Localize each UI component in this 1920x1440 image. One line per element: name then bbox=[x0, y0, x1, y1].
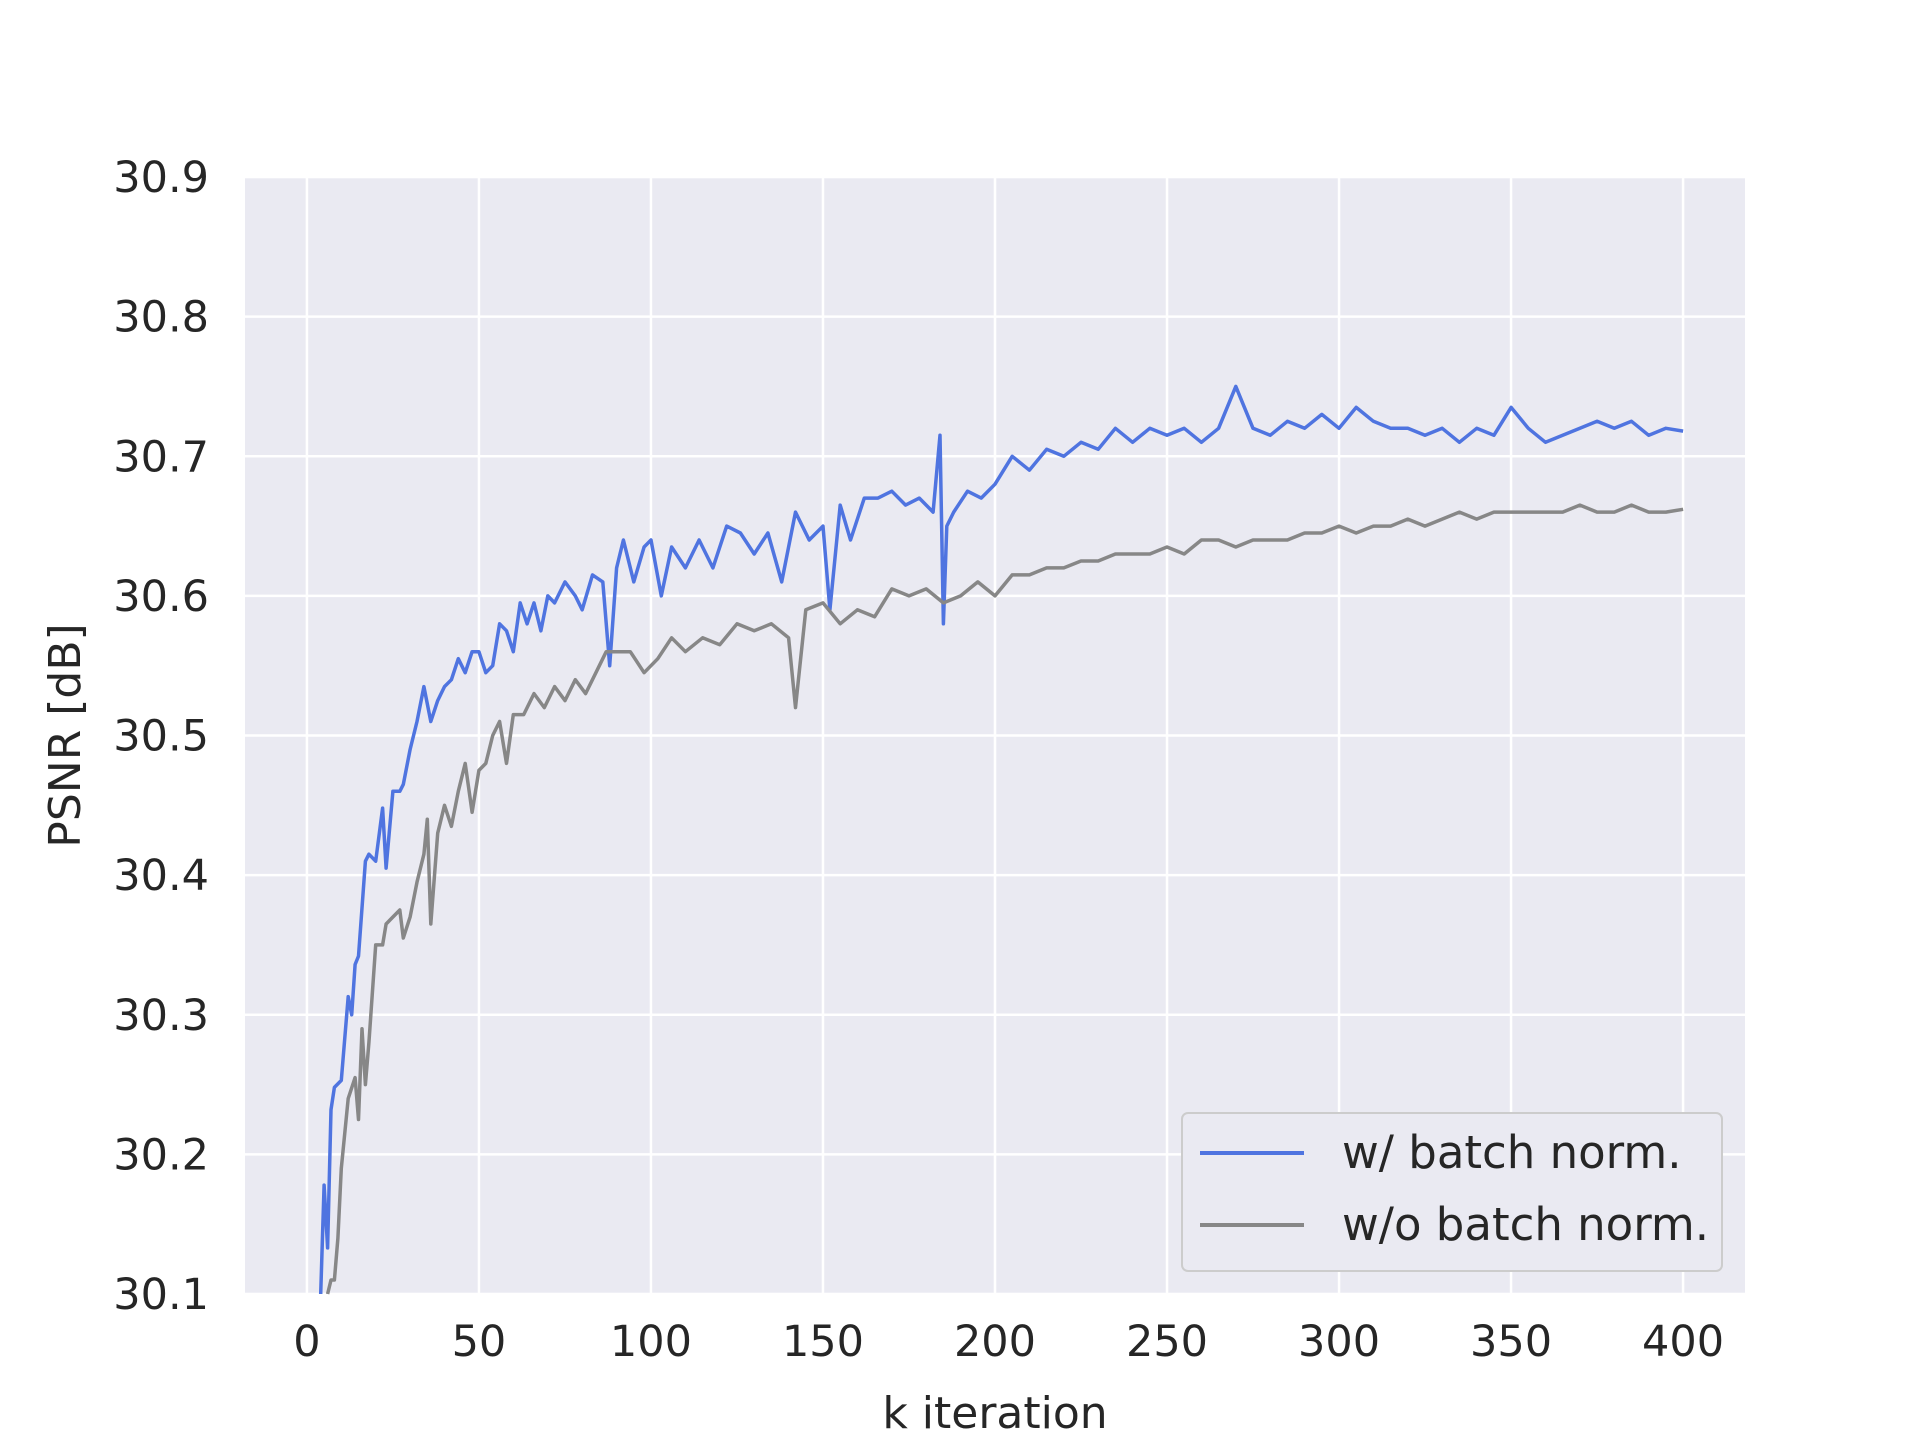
y-tick-label: 30.8 bbox=[113, 293, 209, 343]
series-line-0 bbox=[318, 384, 1684, 1295]
y-tick-label: 30.3 bbox=[113, 991, 209, 1041]
x-tick-label: 0 bbox=[293, 1317, 320, 1367]
x-tick-label: 50 bbox=[452, 1317, 507, 1367]
y-tick-label: 30.6 bbox=[113, 572, 209, 622]
y-axis-label: PSNR [dB] bbox=[40, 623, 91, 847]
series-lines bbox=[318, 384, 1684, 1295]
x-tick-label: 300 bbox=[1298, 1317, 1380, 1367]
x-tick-labels: 0 50 100 150 200 250 300 350 400 bbox=[293, 1317, 1724, 1367]
legend: w/ batch norm. w/o batch norm. bbox=[1181, 1112, 1723, 1272]
y-tick-labels: 30.1 30.2 30.3 30.4 30.5 30.6 30.7 30.8 30.9 bbox=[113, 153, 209, 1320]
x-tick-label: 150 bbox=[782, 1317, 864, 1367]
y-tick-label: 30.1 bbox=[113, 1270, 209, 1320]
x-axis-label: k iteration bbox=[882, 1388, 1107, 1439]
x-tick-label: 200 bbox=[954, 1317, 1036, 1367]
x-tick-label: 250 bbox=[1126, 1317, 1208, 1367]
y-tick-label: 30.7 bbox=[113, 432, 209, 482]
legend-box bbox=[1181, 1112, 1723, 1272]
x-tick-label: 400 bbox=[1642, 1317, 1724, 1367]
y-tick-label: 30.9 bbox=[113, 153, 209, 203]
series-line-1 bbox=[325, 503, 1684, 1295]
legend-label-no-batch-norm: w/o batch norm. bbox=[1342, 1198, 1709, 1251]
y-tick-label: 30.2 bbox=[113, 1130, 209, 1180]
legend-label-batch-norm: w/ batch norm. bbox=[1342, 1126, 1682, 1179]
x-tick-label: 350 bbox=[1470, 1317, 1552, 1367]
y-tick-label: 30.4 bbox=[113, 851, 209, 901]
x-tick-label: 100 bbox=[610, 1317, 692, 1367]
y-tick-label: 30.5 bbox=[113, 712, 209, 762]
